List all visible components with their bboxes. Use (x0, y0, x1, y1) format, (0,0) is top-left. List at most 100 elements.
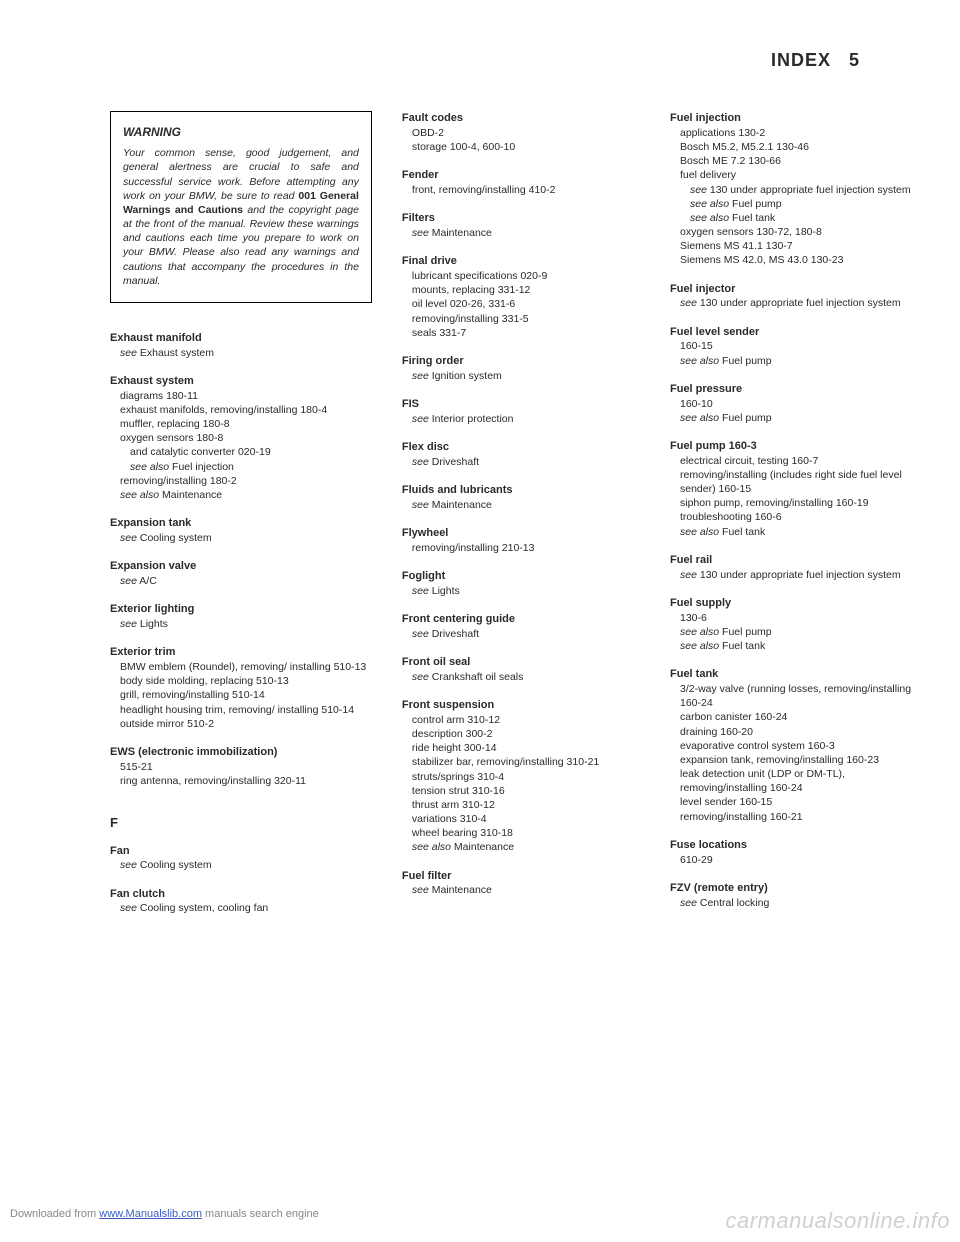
index-entry: Fan clutchsee Cooling system, cooling fa… (110, 887, 372, 916)
footer-watermark: carmanualsonline.info (725, 1208, 950, 1234)
index-entry-heading: Fuel supply (670, 596, 920, 611)
index-entry: Fuel injectionapplications 130-2Bosch M5… (670, 111, 920, 268)
index-subentry: oxygen sensors 180-8 (110, 431, 372, 445)
index-subentry: ride height 300-14 (402, 741, 640, 755)
index-subentry: exhaust manifolds, removing/installing 1… (110, 403, 372, 417)
index-subentry: draining 160-20 (670, 725, 920, 739)
index-subentry: removing/installing 331-5 (402, 312, 640, 326)
index-entry-heading: Exterior lighting (110, 602, 372, 617)
index-entry: Front oil sealsee Crankshaft oil seals (402, 655, 640, 684)
index-subentry: siphon pump, removing/installing 160-19 (670, 496, 920, 510)
index-entry-heading: Fender (402, 168, 640, 183)
index-subentry: see 130 under appropriate fuel injection… (670, 183, 920, 197)
footer-link[interactable]: www.Manualslib.com (99, 1208, 202, 1220)
index-subentry: see 130 under appropriate fuel injection… (670, 296, 920, 310)
index-entry-heading: Fuel level sender (670, 325, 920, 340)
index-subentry: seals 331-7 (402, 326, 640, 340)
index-entry: Front suspensioncontrol arm 310-12descri… (402, 698, 640, 855)
index-entry-heading: Firing order (402, 354, 640, 369)
index-column-3: Fuel injectionapplications 130-2Bosch M5… (670, 111, 920, 930)
index-subentry: see also Fuel pump (670, 354, 920, 368)
index-entry-heading: Fuel tank (670, 667, 920, 682)
index-subentry: 160-10 (670, 397, 920, 411)
index-entry: Fuse locations610-29 (670, 838, 920, 867)
index-subentry: 515-21 (110, 760, 372, 774)
index-subentry: tension strut 310-16 (402, 784, 640, 798)
index-entry-heading: FIS (402, 397, 640, 412)
index-subentry: see Maintenance (402, 498, 640, 512)
index-subentry: see also Fuel injection (110, 460, 372, 474)
index-subentry: see Lights (402, 584, 640, 598)
index-subentry: see Ignition system (402, 369, 640, 383)
index-subentry: oil level 020-26, 331-6 (402, 297, 640, 311)
index-subentry: see Driveshaft (402, 627, 640, 641)
index-subentry: storage 100-4, 600-10 (402, 140, 640, 154)
index-entry: Fault codesOBD-2storage 100-4, 600-10 (402, 111, 640, 154)
index-subentry: struts/springs 310-4 (402, 770, 640, 784)
index-subentry: 3/2-way valve (running losses, removing/… (670, 682, 920, 710)
index-entry-heading: FZV (remote entry) (670, 881, 920, 896)
index-entry-heading: Front suspension (402, 698, 640, 713)
index-entry: Filterssee Maintenance (402, 211, 640, 240)
index-subentry: headlight housing trim, removing/ instal… (110, 703, 372, 717)
index-entry: Foglightsee Lights (402, 569, 640, 598)
index-subentry: muffler, replacing 180-8 (110, 417, 372, 431)
index-entry-heading: Fuel pump 160-3 (670, 439, 920, 454)
index-subentry: see Maintenance (402, 883, 640, 897)
index-entry-heading: Front centering guide (402, 612, 640, 627)
page-content: INDEX 5 WARNING Your common sense, good … (0, 0, 960, 950)
page-footer: Downloaded from www.Manualslib.com manua… (0, 1208, 960, 1234)
index-entry: Front centering guidesee Driveshaft (402, 612, 640, 641)
index-subentry: Siemens MS 41.1 130-7 (670, 239, 920, 253)
index-entry: Fuel railsee 130 under appropriate fuel … (670, 553, 920, 582)
index-entry-heading: Expansion tank (110, 516, 372, 531)
index-subentry: see Interior protection (402, 412, 640, 426)
index-subentry: carbon canister 160-24 (670, 710, 920, 724)
index-columns: WARNING Your common sense, good judgemen… (110, 111, 920, 930)
index-entry-heading: Final drive (402, 254, 640, 269)
footer-left: Downloaded from www.Manualslib.com manua… (10, 1208, 319, 1234)
index-entry: Fuel pump 160-3electrical circuit, testi… (670, 439, 920, 539)
index-subentry: removing/installing (includes right side… (670, 468, 920, 496)
index-subentry: electrical circuit, testing 160-7 (670, 454, 920, 468)
page-header: INDEX 5 (110, 50, 920, 71)
warning-title: WARNING (123, 124, 359, 140)
index-subentry: 130-6 (670, 611, 920, 625)
index-subentry: see Lights (110, 617, 372, 631)
index-subentry: mounts, replacing 331-12 (402, 283, 640, 297)
index-entry: Fluids and lubricantssee Maintenance (402, 483, 640, 512)
index-entry-heading: Fuel rail (670, 553, 920, 568)
index-subentry: see Central locking (670, 896, 920, 910)
header-title: INDEX (771, 50, 831, 70)
index-entry-heading: Fan clutch (110, 887, 372, 902)
index-subentry: variations 310-4 (402, 812, 640, 826)
index-subentry: fuel delivery (670, 168, 920, 182)
index-entry: Final drivelubricant specifications 020-… (402, 254, 640, 340)
index-subentry: see Cooling system, cooling fan (110, 901, 372, 915)
index-entry-heading: Front oil seal (402, 655, 640, 670)
index-subentry: see Cooling system (110, 858, 372, 872)
index-entry: Fuel pressure160-10see also Fuel pump (670, 382, 920, 425)
index-entry: EWS (electronic immobilization)515-21rin… (110, 745, 372, 788)
index-entry-heading: Fuse locations (670, 838, 920, 853)
index-subentry: see Maintenance (402, 226, 640, 240)
index-entry-heading: Expansion valve (110, 559, 372, 574)
index-subentry: front, removing/installing 410-2 (402, 183, 640, 197)
index-subentry: diagrams 180-11 (110, 389, 372, 403)
index-entry-heading: Exhaust system (110, 374, 372, 389)
index-subentry: oxygen sensors 130-72, 180-8 (670, 225, 920, 239)
index-subentry: and catalytic converter 020-19 (110, 445, 372, 459)
index-entry: Exterior trimBMW emblem (Roundel), remov… (110, 645, 372, 731)
index-subentry: outside mirror 510-2 (110, 717, 372, 731)
index-entry: Exterior lightingsee Lights (110, 602, 372, 631)
index-entry-heading: Fuel injection (670, 111, 920, 126)
index-entry: Firing ordersee Ignition system (402, 354, 640, 383)
index-entry-heading: Exterior trim (110, 645, 372, 660)
index-subentry: removing/installing 180-2 (110, 474, 372, 488)
index-subentry: 160-15 (670, 339, 920, 353)
index-entry: Fuel injectorsee 130 under appropriate f… (670, 282, 920, 311)
index-entry-heading: Flywheel (402, 526, 640, 541)
index-subentry: see Cooling system (110, 531, 372, 545)
index-entry: Fuel tank3/2-way valve (running losses, … (670, 667, 920, 824)
index-subentry: Siemens MS 42.0, MS 43.0 130-23 (670, 253, 920, 267)
